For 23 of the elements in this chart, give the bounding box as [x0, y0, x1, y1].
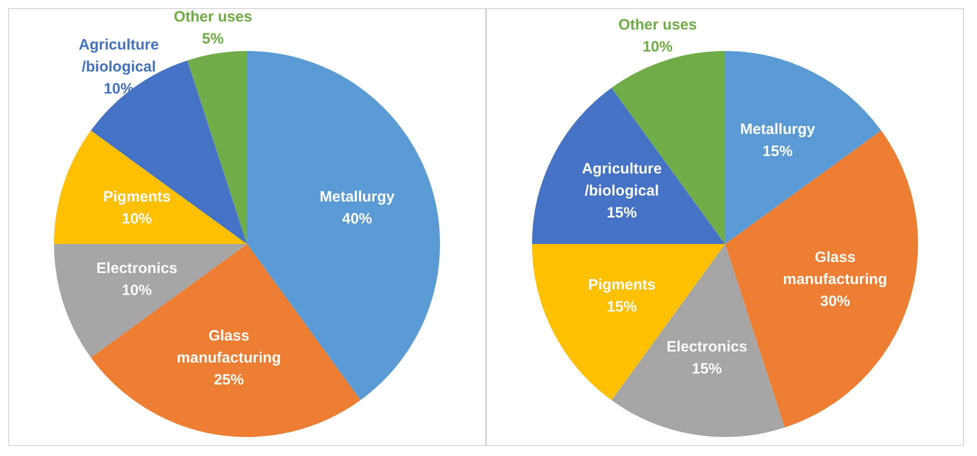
data-label: 15%	[606, 204, 637, 222]
data-label: 5%	[202, 30, 224, 48]
data-label: 15%	[606, 298, 637, 316]
data-label: 15%	[692, 360, 722, 378]
data-label: 10%	[122, 210, 152, 228]
data-label: 40%	[342, 210, 372, 228]
slice-label: Glass manufacturing	[783, 248, 888, 288]
slice-label: Other uses	[618, 16, 697, 34]
data-label: 25%	[214, 372, 244, 389]
slice-label: Other uses	[174, 8, 252, 26]
slice-label: Electronics	[666, 338, 748, 356]
slice-label: Agriculture /biological	[78, 36, 159, 76]
slice-label: Electronics	[96, 260, 178, 277]
slice-label: Agriculture /biological	[582, 160, 662, 200]
data-label: 10%	[642, 38, 673, 56]
data-label: 30%	[820, 292, 850, 310]
data-label: 10%	[122, 282, 152, 299]
slice-label: Metallurgy	[320, 188, 396, 206]
slice-label: Glass manufacturing	[176, 328, 281, 367]
slice-label: Pigments	[103, 188, 171, 206]
slice-label: Pigments	[588, 276, 656, 294]
slice-label: Metallurgy	[740, 120, 816, 138]
data-label: 15%	[762, 142, 793, 160]
